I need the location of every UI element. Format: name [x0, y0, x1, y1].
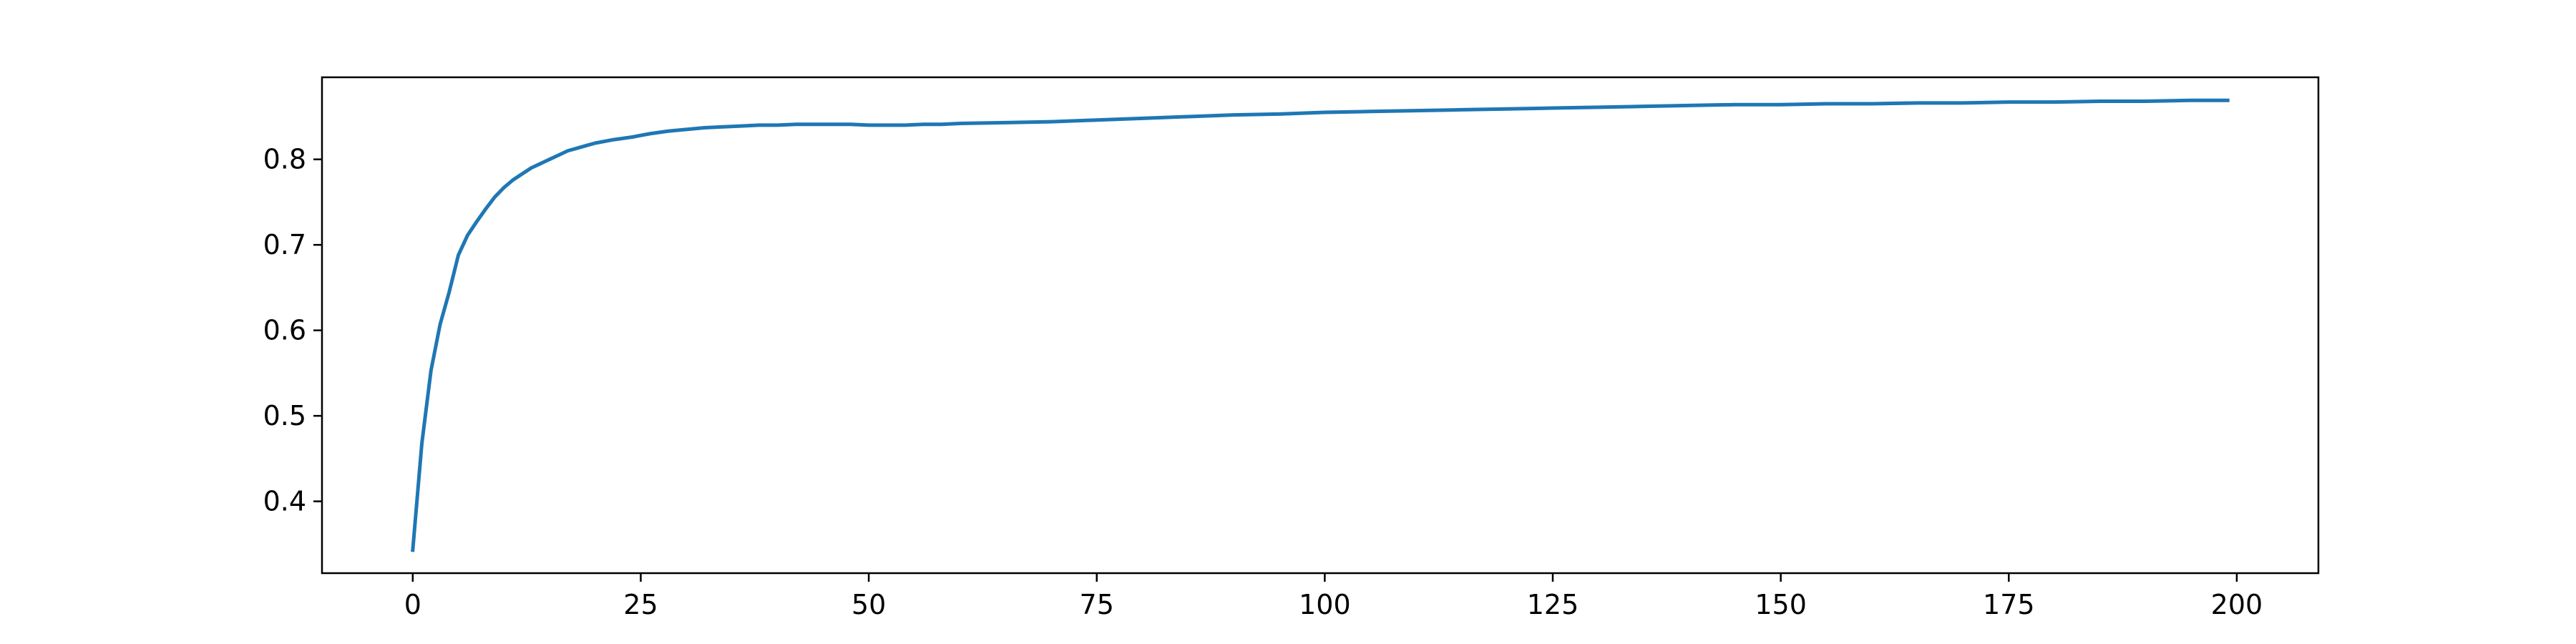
y-axis-ticks: 0.4 0.5 0.6 0.7 0.8: [263, 144, 322, 517]
series-line-0: [411, 98, 2230, 552]
x-tick-label: 200: [2211, 589, 2263, 620]
x-tick-label: 175: [1983, 589, 2035, 620]
x-tick-label: 100: [1299, 589, 1351, 620]
x-tick-label: 75: [1080, 589, 1114, 620]
x-axis-ticks: 0 25 50 75 100 125 150 175 200: [404, 573, 2263, 620]
x-tick-label: 50: [852, 589, 886, 620]
x-tick-label: 150: [1755, 589, 1807, 620]
y-tick-label: 0.4: [263, 486, 306, 517]
axes-frame: [321, 76, 2320, 575]
x-tick-label: 0: [404, 589, 421, 620]
x-tick-label: 25: [623, 589, 658, 620]
y-tick-label: 0.7: [263, 229, 306, 260]
y-tick-label: 0.5: [263, 400, 306, 431]
y-tick-label: 0.8: [263, 144, 306, 175]
x-tick-label: 125: [1527, 589, 1579, 620]
plot-area: [411, 98, 2230, 552]
y-tick-label: 0.6: [263, 315, 306, 346]
